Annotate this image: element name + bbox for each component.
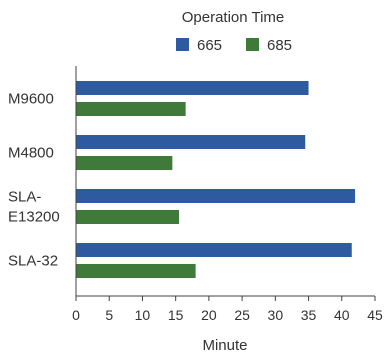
bar-SLA-E13200-665 xyxy=(76,189,356,203)
bar-M4800-665 xyxy=(76,135,306,149)
legend-label-685: 685 xyxy=(267,37,292,54)
bar-M9600-665 xyxy=(76,81,309,95)
x-tick-label: 45 xyxy=(367,307,383,323)
legend-label-665: 665 xyxy=(197,37,222,54)
category-label: SLA-32 xyxy=(8,253,58,270)
bar-M9600-685 xyxy=(76,102,186,116)
bars xyxy=(76,81,356,278)
x-tick-label: 35 xyxy=(301,307,317,323)
category-label: SLA- xyxy=(8,189,41,206)
category-labels: M9600 M4800 SLA- E13200 SLA-32 xyxy=(8,91,60,270)
x-tick-label: 10 xyxy=(135,307,151,323)
legend-swatch-685 xyxy=(246,38,259,51)
x-tick-label: 20 xyxy=(201,307,217,323)
x-tick-label: 25 xyxy=(234,307,250,323)
x-axis: 0 5 10 15 20 25 30 35 40 45 xyxy=(72,66,383,323)
x-tick-label: 0 xyxy=(72,307,80,323)
chart-title: Operation Time xyxy=(182,9,285,26)
x-tick-label: 15 xyxy=(168,307,184,323)
legend-swatch-665 xyxy=(176,38,189,51)
category-label: E13200 xyxy=(8,209,60,226)
x-tick-label: 40 xyxy=(334,307,350,323)
category-label: M4800 xyxy=(8,145,54,162)
bar-M4800-685 xyxy=(76,156,173,170)
legend: 665 685 xyxy=(176,37,292,54)
x-tick-label: 30 xyxy=(268,307,284,323)
category-label: M9600 xyxy=(8,91,54,108)
bar-SLA-E13200-685 xyxy=(76,210,179,224)
x-tick-label: 5 xyxy=(105,307,113,323)
x-axis-title: Minute xyxy=(202,337,247,354)
bar-SLA-32-665 xyxy=(76,243,352,257)
bar-SLA-32-685 xyxy=(76,264,196,278)
